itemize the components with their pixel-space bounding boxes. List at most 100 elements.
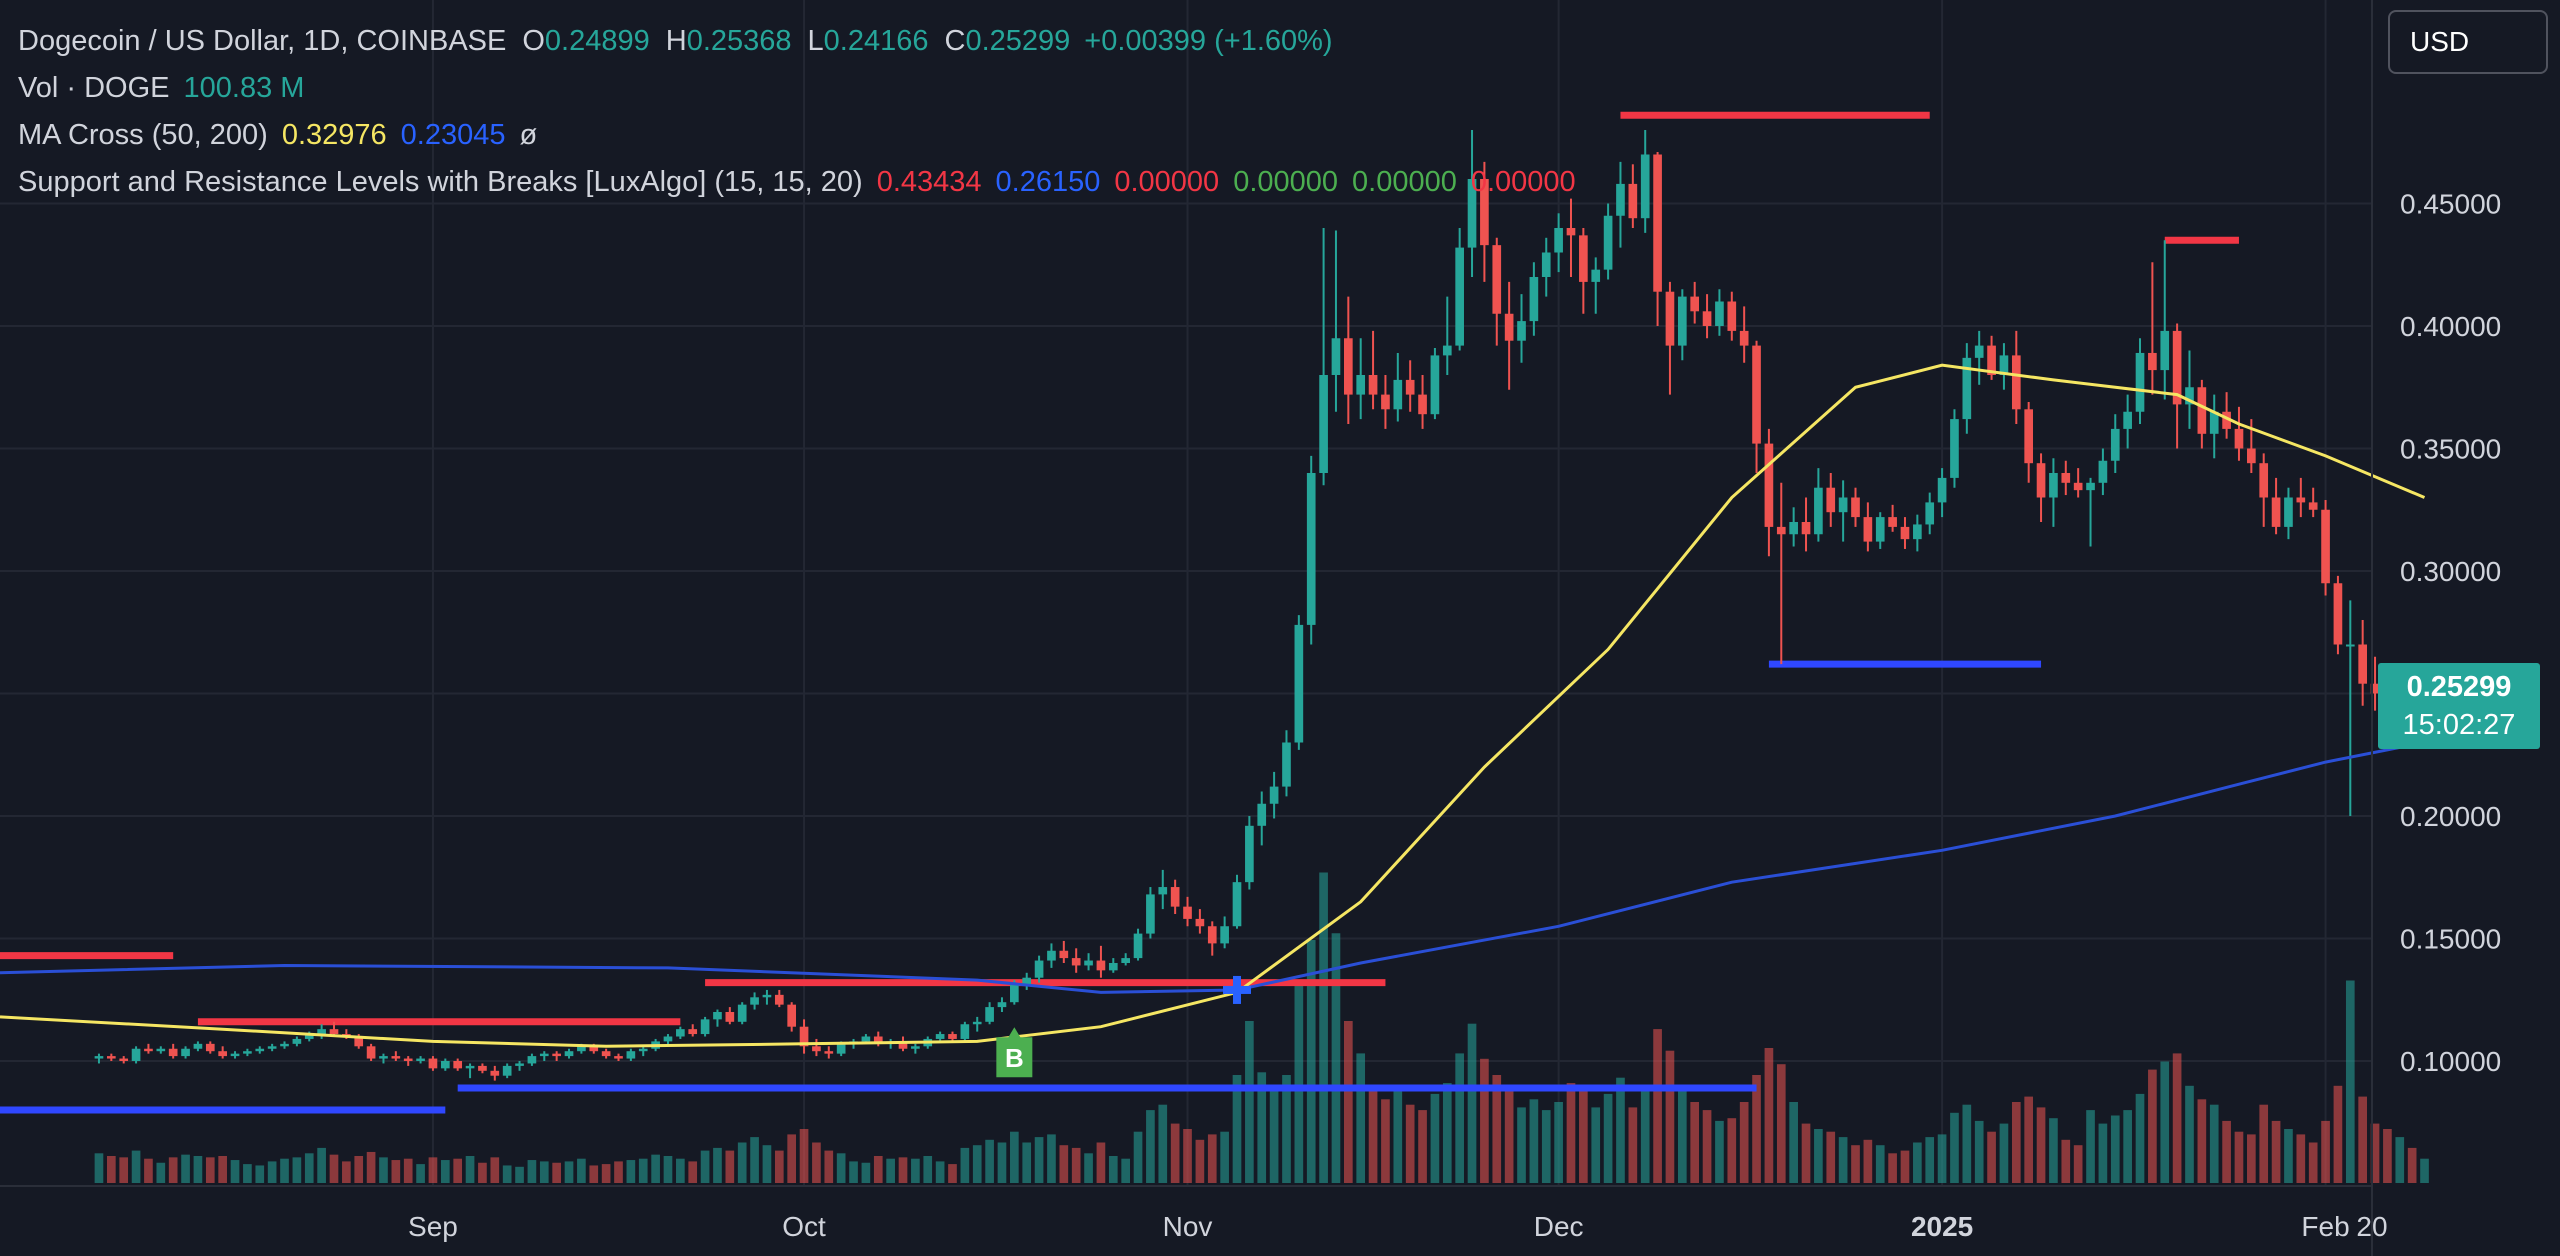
candle-body [317, 1029, 326, 1035]
candle-body [1344, 338, 1353, 395]
candle-body [762, 994, 772, 998]
candle-body [1010, 985, 1019, 1003]
candle-body [1801, 522, 1811, 535]
signal-layer: B [996, 975, 1251, 1078]
volume-bar [2383, 1129, 2392, 1183]
candle-body [1863, 517, 1873, 542]
volume-bar [168, 1157, 178, 1183]
ma-cross-label[interactable]: MA Cross (50, 200) [18, 119, 268, 151]
candle-body [193, 1043, 203, 1049]
candle-body [1950, 419, 1959, 478]
candle-body [935, 1034, 945, 1039]
volume-bar [1801, 1123, 1811, 1183]
volume-bar [317, 1147, 326, 1183]
volume-bar [663, 1156, 673, 1183]
volume-bar [428, 1157, 438, 1183]
candle-body [676, 1029, 685, 1037]
candle-body [1245, 825, 1254, 883]
currency-button[interactable]: USD [2388, 10, 2548, 74]
candle-body [1739, 330, 1749, 346]
volume-bar [935, 1161, 945, 1183]
volume-bar [403, 1158, 413, 1183]
volume-bar [1282, 1075, 1291, 1183]
candle-body [329, 1029, 339, 1035]
candle-body [2259, 463, 2269, 498]
volume-bar [1492, 1075, 1502, 1183]
volume-bar [1034, 1137, 1044, 1183]
volume-bar [2321, 1120, 2330, 1183]
volume-bar [750, 1137, 759, 1183]
candle-body [663, 1036, 673, 1042]
low-label: L [807, 25, 824, 57]
volume-bar [1207, 1134, 1217, 1183]
volume-bar [972, 1145, 982, 1183]
ma-empty-value: ø [519, 119, 538, 151]
ma200-value: 0.23045 [400, 119, 506, 151]
volume-bar [527, 1160, 537, 1183]
sr-value: 0.43434 [876, 166, 982, 198]
volume-bar [1010, 1131, 1019, 1183]
sr-value: 0.00000 [1114, 166, 1220, 198]
volume-bar [2209, 1104, 2219, 1183]
volume-bar [440, 1160, 450, 1183]
volume-bar [205, 1157, 215, 1183]
volume-bar [2197, 1099, 2207, 1183]
candle-body [1677, 296, 1687, 346]
volume-bar [2333, 1085, 2343, 1183]
volume-bar [2061, 1139, 2071, 1183]
legend-volume-row: Vol · DOGE 100.83 M [18, 65, 1576, 112]
candle-body [799, 1026, 809, 1047]
sr-indicator-label[interactable]: Support and Resistance Levels with Break… [18, 166, 863, 198]
volume-bar [230, 1160, 240, 1183]
y-tick-label: 0.30000 [2400, 556, 2501, 587]
volume-bar [1529, 1099, 1539, 1183]
low-value: 0.24166 [823, 25, 929, 57]
candle-body [119, 1058, 129, 1061]
sr-value: 0.00000 [1352, 166, 1457, 198]
volume-bar [1133, 1131, 1143, 1183]
high-label: H [665, 25, 687, 57]
volume-bar [94, 1153, 104, 1183]
volume-bar [1653, 1029, 1662, 1183]
volume-bar [1987, 1131, 1996, 1183]
candle-body [1442, 345, 1452, 356]
candle-body [2234, 428, 2244, 449]
candle-body [416, 1058, 425, 1061]
volume-bar [2086, 1110, 2095, 1183]
volume-bar [1541, 1110, 1551, 1183]
candle-body [948, 1034, 957, 1039]
candle-body [1962, 357, 1972, 420]
candle-body [1603, 215, 1613, 270]
volume-bar [1962, 1104, 1972, 1183]
volume-bar [725, 1150, 735, 1183]
candle-body [156, 1048, 166, 1052]
candle-body [2308, 502, 2318, 510]
symbol-title[interactable]: Dogecoin / US Dollar, 1D, COINBASE [18, 25, 507, 57]
candle-body [478, 1065, 487, 1071]
legend-sr-row: Support and Resistance Levels with Break… [18, 159, 1576, 206]
candle-body [1306, 473, 1316, 625]
volume-bar [1306, 940, 1316, 1183]
candle-body [1158, 887, 1168, 895]
volume-bar [2172, 1053, 2182, 1183]
x-tick-label: 2025 [1911, 1211, 1973, 1242]
open-label: O [522, 25, 545, 57]
candle-body [2222, 411, 2231, 429]
volume-bar [651, 1154, 660, 1183]
volume-bar [1579, 1091, 1588, 1183]
candle-body [379, 1056, 388, 1059]
volume-bar [1430, 1093, 1440, 1183]
candle-body [985, 1007, 994, 1022]
candle-body [700, 1019, 710, 1035]
candle-body [1838, 497, 1848, 513]
volume-bar [218, 1156, 227, 1183]
volume-bar [416, 1164, 425, 1183]
volume-bar [2073, 1145, 2083, 1183]
volume-label[interactable]: Vol · DOGE [18, 72, 170, 104]
ma-cross-marker [1233, 975, 1241, 1004]
candle-body [1381, 394, 1390, 410]
candle-body [2209, 411, 2219, 434]
ma200-line [0, 741, 2425, 994]
candle-body [713, 1012, 722, 1020]
